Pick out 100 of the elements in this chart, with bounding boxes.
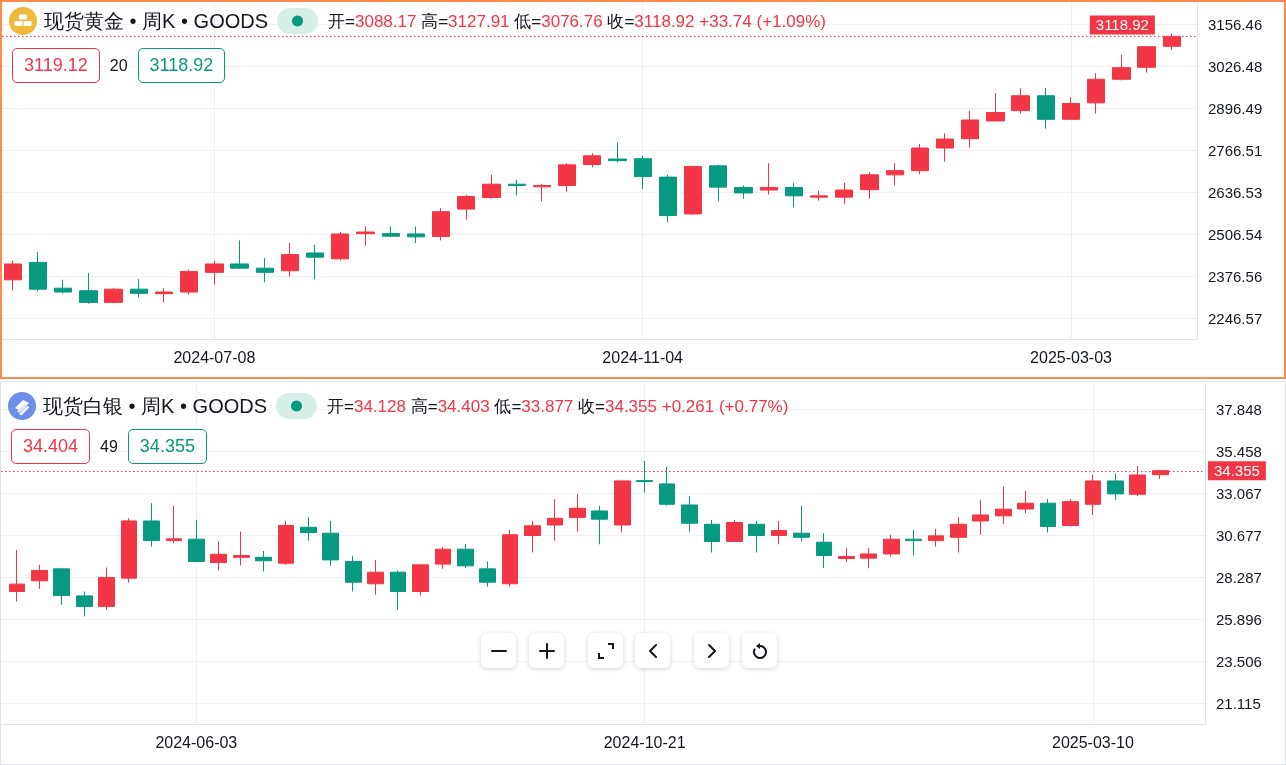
candlestick — [995, 486, 1012, 525]
candlestick — [104, 287, 123, 304]
candlestick — [785, 182, 803, 208]
candlestick — [760, 162, 778, 196]
candlestick — [76, 591, 93, 617]
candlestick — [367, 559, 384, 596]
candlestick — [659, 466, 675, 507]
candlestick — [482, 174, 501, 200]
candlestick — [1062, 96, 1080, 120]
candlestick — [547, 498, 563, 542]
candlestick — [255, 550, 272, 572]
candlestick — [704, 519, 720, 554]
candlestick — [205, 260, 224, 286]
candlestick — [793, 505, 810, 542]
candlestick — [155, 287, 173, 303]
candlestick — [734, 185, 753, 200]
y-tick-label: 35.458 — [1216, 442, 1262, 460]
y-tick-label: 30.677 — [1216, 526, 1262, 544]
candlestick — [583, 152, 601, 168]
candlestick — [533, 183, 551, 202]
candlestick — [961, 110, 979, 148]
text: 现货白银 • 周K • GOODS — [43, 393, 268, 419]
candlestick — [883, 534, 900, 558]
candlestick — [31, 564, 48, 590]
x-tick-label: 2025-03-10 — [1052, 733, 1134, 751]
candlestick — [457, 543, 474, 569]
candlestick — [508, 179, 526, 197]
candlestick — [1062, 498, 1079, 528]
candlestick — [407, 226, 425, 244]
candlestick — [1137, 46, 1156, 74]
y-tick-label: 2896.49 — [1208, 99, 1263, 117]
candlestick — [479, 560, 496, 588]
candlestick — [331, 231, 349, 261]
y-tick-label: 37.848 — [1216, 400, 1262, 418]
candlestick — [188, 519, 205, 562]
candlestick — [748, 520, 765, 554]
candlestick — [835, 182, 853, 205]
candlestick — [300, 516, 317, 542]
candlestick — [502, 529, 518, 588]
candlestick — [322, 520, 339, 567]
candlestick — [412, 564, 429, 597]
candlestick — [435, 546, 451, 570]
candlestick — [558, 162, 576, 193]
candlestick — [634, 155, 652, 190]
candlestick — [29, 251, 47, 292]
candlestick — [709, 164, 727, 202]
annotation: 3119.12 — [12, 48, 100, 83]
candlestick — [278, 520, 294, 566]
candlestick — [382, 226, 400, 238]
y-tick-label: 33.067 — [1216, 484, 1262, 502]
candlestick — [390, 569, 406, 611]
candlestick — [230, 239, 249, 270]
y-tick-label: 2246.57 — [1208, 309, 1263, 327]
candlestick — [79, 272, 98, 305]
y-tick-label: 3026.48 — [1208, 57, 1263, 75]
candlestick — [54, 279, 72, 295]
candlestick — [1085, 474, 1101, 516]
candlestick — [810, 190, 828, 202]
candlestick — [1112, 54, 1131, 82]
candlestick — [1087, 72, 1105, 115]
candlestick — [886, 162, 904, 187]
candlestick — [928, 528, 944, 548]
candlestick — [911, 143, 929, 175]
candlestick — [1037, 87, 1055, 130]
y-tick-label: 25.896 — [1216, 610, 1262, 628]
candlestick — [905, 529, 922, 557]
annotation: 49 — [99, 429, 119, 464]
y-tick-label: 2766.51 — [1208, 141, 1263, 159]
candlestick — [950, 516, 967, 554]
candlestick — [684, 165, 702, 216]
candlestick — [233, 531, 250, 567]
candlestick — [356, 226, 375, 247]
annotation: 34.355 — [604, 396, 657, 416]
x-tick-label: 2025-03-03 — [1030, 348, 1113, 366]
text: 3118.92 — [149, 55, 214, 75]
candlestick — [9, 549, 25, 602]
candlestick — [860, 171, 879, 200]
candlestick — [256, 257, 274, 283]
x-tick-label: 2024-06-03 — [155, 733, 238, 751]
candlestick — [591, 505, 608, 545]
candlestick — [838, 547, 855, 563]
candlestick — [281, 242, 299, 278]
candlestick — [457, 194, 475, 221]
candlestick — [524, 520, 541, 554]
candlestick — [121, 517, 137, 584]
y-tick-label: 21.115 — [1216, 694, 1261, 712]
ref-line-label: 3118.92 — [1095, 16, 1149, 34]
y-tick-label: 3156.46 — [1208, 15, 1263, 33]
candlestick — [306, 244, 324, 280]
candlestick — [345, 555, 362, 592]
candlestick — [614, 480, 631, 533]
candlestick — [1011, 87, 1030, 115]
candlestick — [98, 566, 115, 611]
candlestick — [4, 260, 22, 291]
x-tick-label: 2024-07-08 — [173, 348, 256, 366]
candlestick — [771, 520, 787, 545]
candlestick — [1017, 490, 1034, 514]
candlestick — [608, 141, 627, 164]
annotation: 3118.92 — [634, 11, 695, 31]
y-tick-label: 2506.54 — [1208, 225, 1263, 243]
